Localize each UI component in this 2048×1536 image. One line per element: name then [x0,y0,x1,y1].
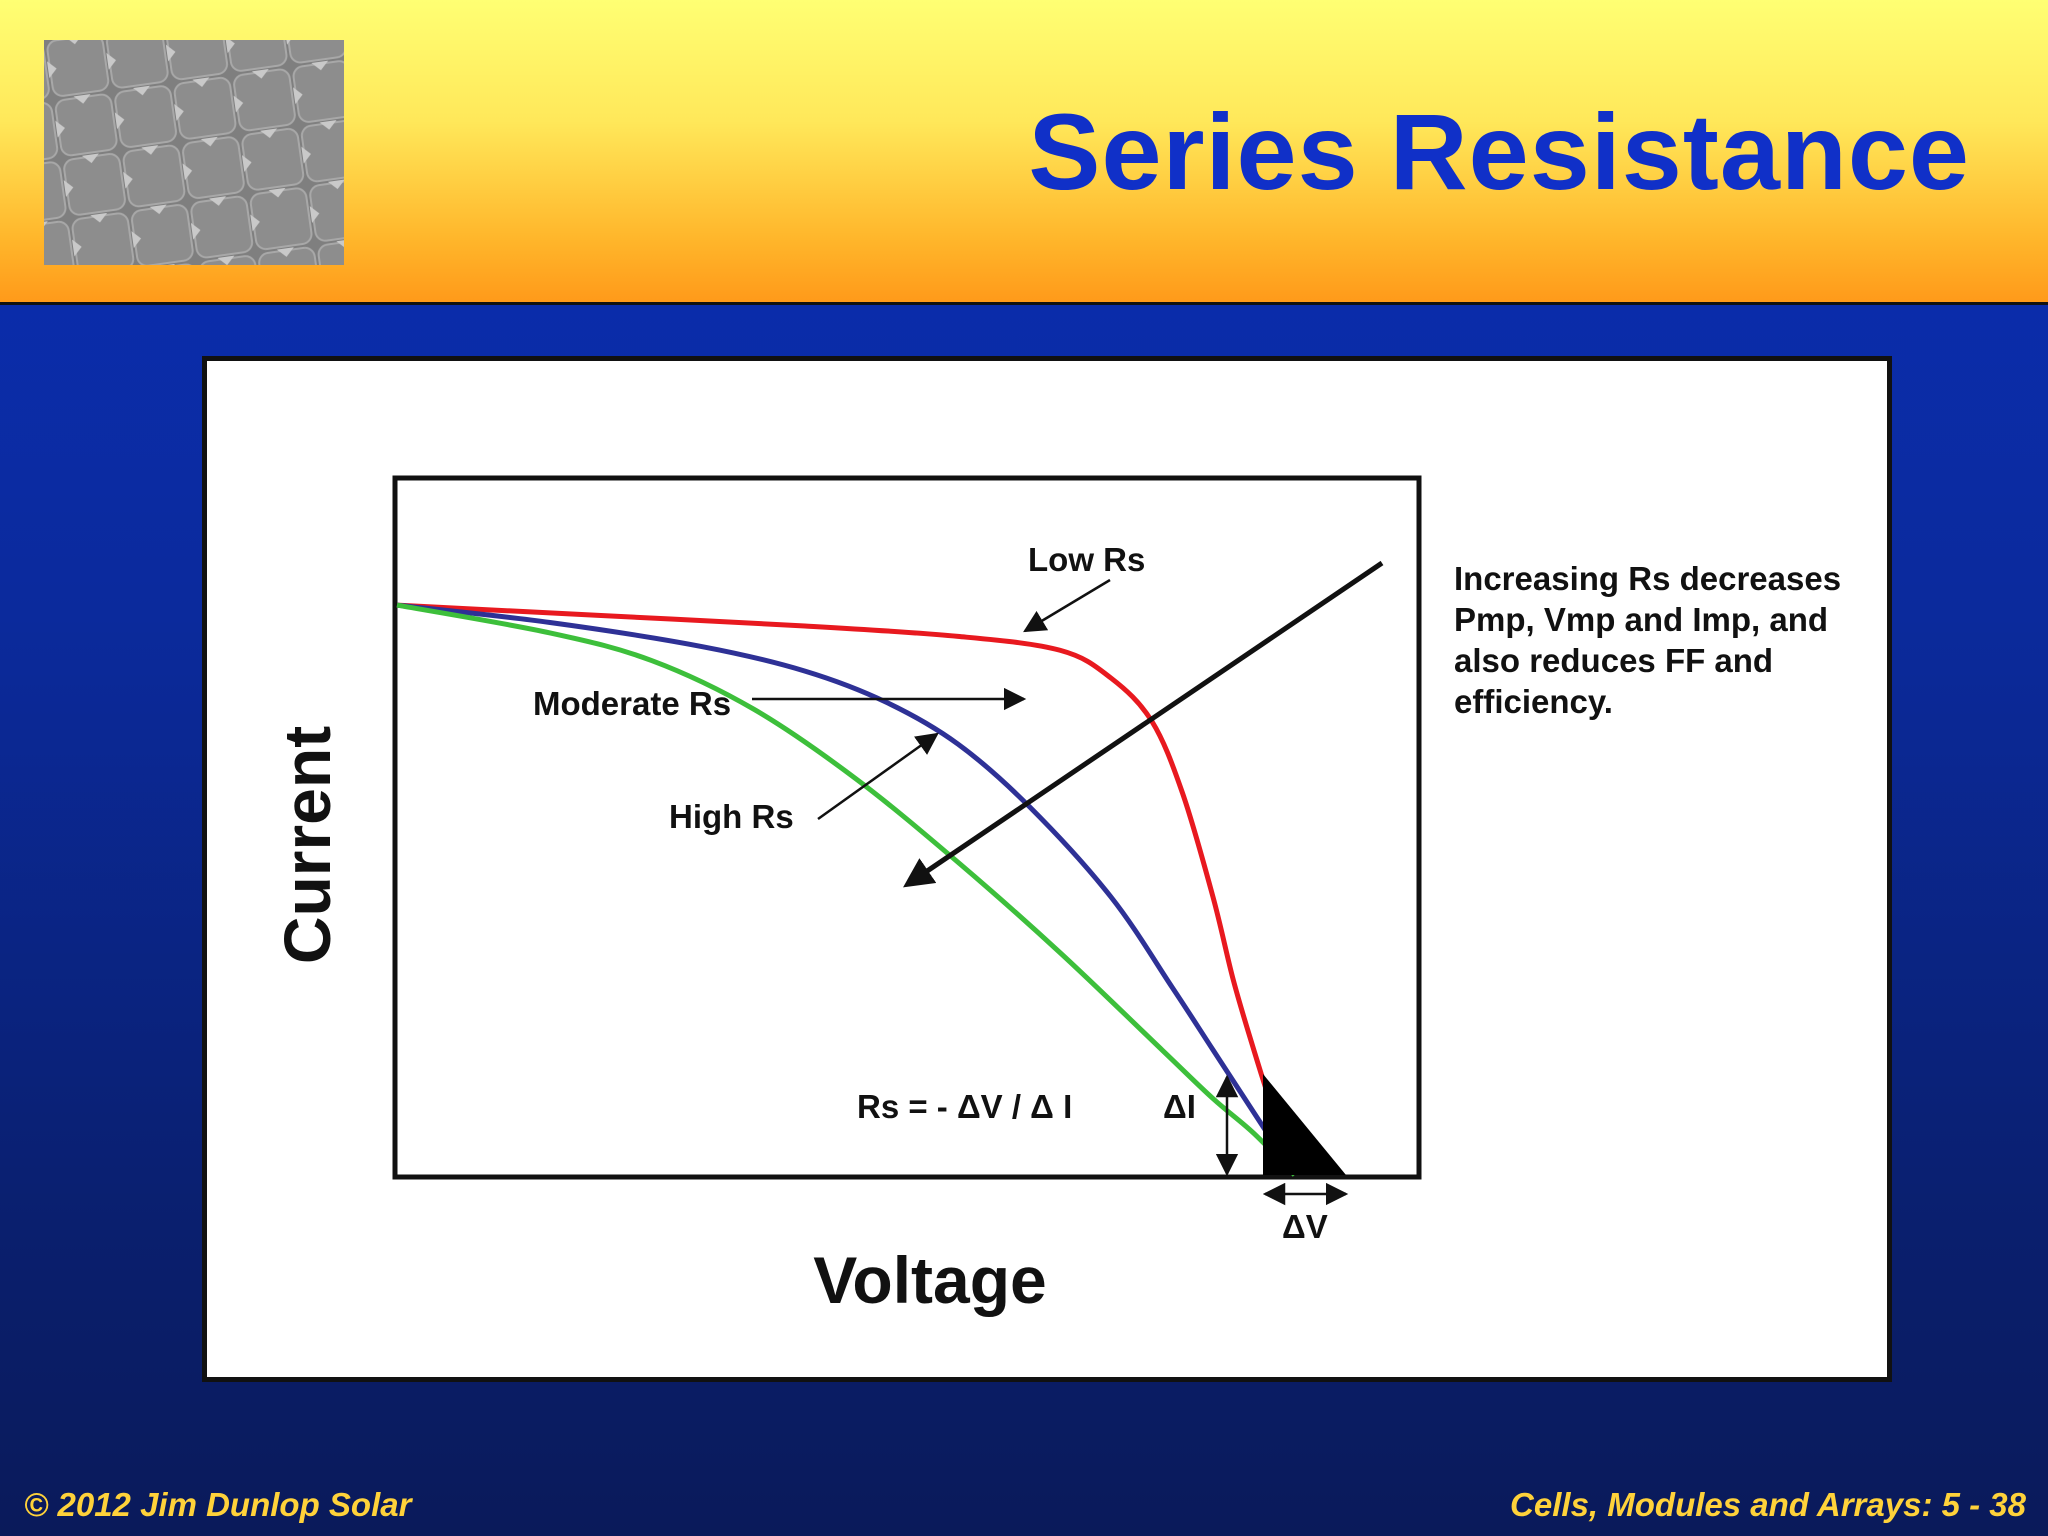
high-rs-pointer [817,732,939,821]
x-axis-label: Voltage [813,1243,1046,1317]
rs-formula: Rs = - ΔV / Δ I [857,1088,1072,1125]
footer-copyright: © 2012 Jim Dunlop Solar [24,1486,412,1523]
footer-section: Cells, Modules and Arrays: 5 - 38 [1510,1486,2026,1523]
low-rs-pointer [1023,578,1111,633]
plot-frame [392,475,1422,1180]
delta-v-label: ΔV [1282,1208,1328,1245]
solar-cell-image [44,40,344,265]
delta-triangle [1263,1074,1346,1175]
series-line-high-rs [396,602,1297,1177]
header-bar: Series Resistance [0,0,2048,305]
rs-explanation-note: Increasing Rs decreases Pmp, Vmp and Imp… [1454,560,1842,720]
label-high-rs: High Rs [669,798,794,835]
y-axis-label: Current [270,726,344,964]
series-line-low-rs [396,602,1297,1176]
label-moderate-rs: Moderate Rs [533,685,731,722]
series-line-moderate-rs [396,602,1297,1177]
slide-title: Series Resistance [1028,91,1970,212]
delta-i-label: ΔI [1163,1088,1196,1125]
series-group [396,602,1297,1177]
increasing-rs-arrow [903,560,1384,888]
label-low-rs: Low Rs [1028,541,1145,578]
solar-cell-thumbnail [44,40,344,265]
